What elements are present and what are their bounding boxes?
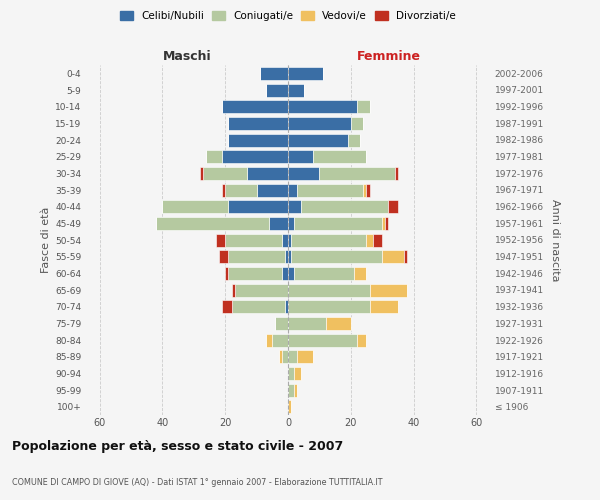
Bar <box>294 217 382 230</box>
Bar <box>301 200 388 213</box>
Bar <box>364 184 367 196</box>
Bar <box>395 167 398 180</box>
Bar <box>288 384 294 396</box>
Y-axis label: Fasce di età: Fasce di età <box>41 207 51 273</box>
Bar <box>294 367 301 380</box>
Bar <box>298 184 364 196</box>
Bar <box>313 150 367 163</box>
Bar <box>354 267 367 280</box>
Bar <box>288 217 294 230</box>
Bar <box>285 250 288 263</box>
Y-axis label: Anni di nascita: Anni di nascita <box>550 198 560 281</box>
Bar <box>222 300 232 313</box>
Bar <box>225 267 229 280</box>
Bar <box>288 167 319 180</box>
Bar <box>370 284 407 296</box>
Bar <box>269 217 288 230</box>
Bar <box>247 167 288 180</box>
Bar <box>291 250 382 263</box>
Bar <box>235 284 288 296</box>
Bar <box>156 217 269 230</box>
Bar <box>200 167 203 180</box>
Bar <box>288 334 357 346</box>
Bar <box>288 117 351 130</box>
Bar <box>288 267 294 280</box>
Bar <box>222 184 225 196</box>
Bar <box>288 200 301 213</box>
Bar <box>357 100 370 113</box>
Bar <box>288 67 323 80</box>
Bar <box>288 234 291 246</box>
Bar <box>319 167 395 180</box>
Legend: Celibi/Nubili, Coniugati/e, Vedovi/e, Divorziati/e: Celibi/Nubili, Coniugati/e, Vedovi/e, Di… <box>117 8 459 24</box>
Bar <box>222 150 288 163</box>
Text: COMUNE DI CAMPO DI GIOVE (AQ) - Dati ISTAT 1° gennaio 2007 - Elaborazione TUTTIT: COMUNE DI CAMPO DI GIOVE (AQ) - Dati IST… <box>12 478 383 487</box>
Bar <box>298 350 313 363</box>
Bar <box>232 300 285 313</box>
Bar <box>385 217 388 230</box>
Bar <box>219 250 229 263</box>
Bar <box>275 317 288 330</box>
Bar <box>288 150 313 163</box>
Bar <box>225 234 282 246</box>
Bar <box>163 200 229 213</box>
Bar <box>370 300 398 313</box>
Bar <box>367 234 373 246</box>
Text: Popolazione per età, sesso e stato civile - 2007: Popolazione per età, sesso e stato civil… <box>12 440 343 453</box>
Bar <box>216 234 225 246</box>
Bar <box>288 350 298 363</box>
Bar <box>288 317 326 330</box>
Bar <box>229 117 288 130</box>
Bar <box>288 250 291 263</box>
Bar <box>291 234 367 246</box>
Bar <box>367 184 370 196</box>
Bar <box>388 200 398 213</box>
Bar <box>326 317 351 330</box>
Bar <box>285 300 288 313</box>
Bar <box>225 184 257 196</box>
Bar <box>288 84 304 96</box>
Bar <box>288 184 298 196</box>
Bar <box>266 334 272 346</box>
Text: Femmine: Femmine <box>356 50 421 64</box>
Bar <box>282 234 288 246</box>
Bar <box>294 384 298 396</box>
Bar <box>229 134 288 146</box>
Bar <box>278 350 282 363</box>
Bar <box>404 250 407 263</box>
Bar <box>382 217 385 230</box>
Bar <box>232 284 235 296</box>
Bar <box>203 167 247 180</box>
Bar <box>288 284 370 296</box>
Bar <box>229 267 282 280</box>
Text: Maschi: Maschi <box>163 50 212 64</box>
Bar <box>351 117 364 130</box>
Bar <box>288 300 370 313</box>
Bar <box>347 134 360 146</box>
Bar <box>357 334 367 346</box>
Bar <box>288 367 294 380</box>
Bar <box>266 84 288 96</box>
Bar <box>288 100 357 113</box>
Bar <box>206 150 222 163</box>
Bar <box>282 267 288 280</box>
Bar <box>382 250 404 263</box>
Bar <box>288 400 291 413</box>
Bar <box>282 350 288 363</box>
Bar <box>294 267 354 280</box>
Bar <box>257 184 288 196</box>
Bar <box>229 250 285 263</box>
Bar <box>288 134 347 146</box>
Bar <box>229 200 288 213</box>
Bar <box>373 234 382 246</box>
Bar <box>222 100 288 113</box>
Bar <box>260 67 288 80</box>
Bar <box>272 334 288 346</box>
